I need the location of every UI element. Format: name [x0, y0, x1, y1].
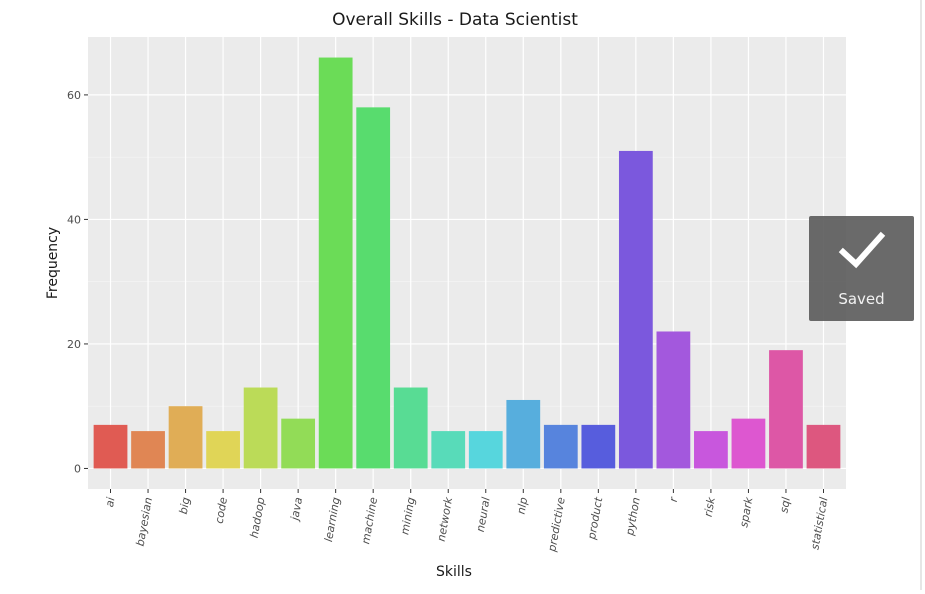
x-tick-label: code: [213, 496, 230, 525]
bar-sql: [769, 350, 803, 469]
x-tick-label: sql: [777, 496, 793, 514]
bar-spark: [731, 418, 766, 469]
x-tick-label: machine: [359, 496, 380, 545]
saved-toast: Saved: [809, 216, 914, 321]
x-axis: ai bayesian big code hadoop java learning machi…: [103, 489, 830, 554]
panel-divider: [920, 0, 922, 590]
x-axis-title: Skills: [436, 564, 472, 580]
bar-statistical: [806, 424, 841, 469]
x-tick-label: ai: [103, 496, 118, 508]
y-tick-label: 60: [67, 89, 81, 102]
bar-r: [656, 331, 691, 469]
bar-big: [168, 406, 203, 469]
bar-product: [581, 424, 616, 469]
saved-label: Saved: [838, 290, 885, 308]
plot-panel: [88, 37, 846, 489]
bar-code: [206, 431, 240, 469]
x-tick-label: spark: [737, 496, 755, 529]
x-tick-label: r: [667, 495, 681, 503]
x-tick-label: product: [585, 496, 605, 542]
x-tick-label: learning: [322, 496, 343, 543]
bar-machine: [356, 107, 391, 469]
y-tick-label: 40: [67, 213, 81, 226]
x-tick-label: statistical: [808, 496, 830, 551]
bar-risk: [694, 431, 728, 469]
bar-learning: [318, 57, 353, 469]
y-axis-title: Frequency: [45, 227, 61, 299]
bar-mining: [393, 387, 428, 469]
y-tick-label: 0: [74, 462, 81, 475]
x-tick-label: nlp: [514, 496, 530, 515]
bar-nlp: [506, 399, 541, 469]
x-tick-label: bayesian: [134, 496, 155, 547]
bar-hadoop: [243, 387, 278, 469]
bar-network: [431, 431, 466, 469]
x-tick-label: java: [288, 496, 305, 523]
checkmark-icon: [838, 231, 885, 269]
bar-ai: [93, 424, 128, 469]
x-tick-label: predictive: [545, 496, 568, 554]
bar-predictive: [543, 424, 578, 469]
x-tick-label: network: [435, 496, 456, 543]
x-tick-label: risk: [702, 496, 718, 518]
x-tick-label: mining: [398, 496, 417, 535]
y-axis: 0 20 40 60: [67, 89, 88, 475]
y-tick-label: 20: [67, 338, 81, 351]
x-tick-label: big: [177, 496, 193, 515]
bars: [93, 57, 841, 469]
x-tick-label: neural: [474, 496, 493, 533]
bar-neural: [468, 431, 503, 469]
chart-title: Overall Skills - Data Scientist: [332, 10, 578, 30]
bar-java: [281, 418, 316, 469]
x-tick-label: hadoop: [248, 496, 268, 539]
bar-bayesian: [131, 431, 165, 469]
bar-python: [618, 150, 653, 469]
x-tick-label: python: [623, 496, 643, 537]
